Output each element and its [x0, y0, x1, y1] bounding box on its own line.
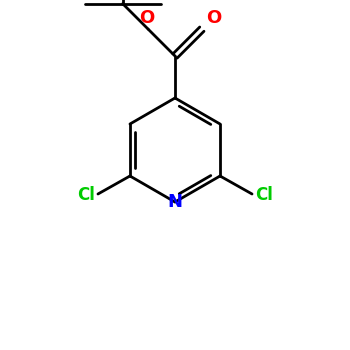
Text: Cl: Cl	[77, 186, 95, 204]
Text: Cl: Cl	[255, 186, 273, 204]
Text: O: O	[140, 9, 155, 27]
Text: O: O	[206, 9, 221, 27]
Text: N: N	[168, 193, 182, 211]
